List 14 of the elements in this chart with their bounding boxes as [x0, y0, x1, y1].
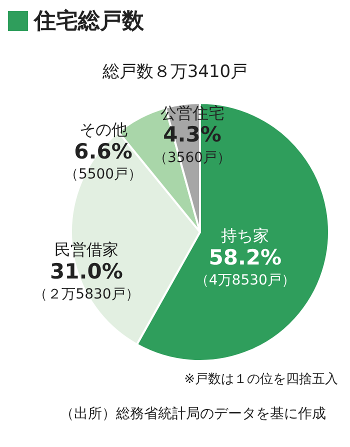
text: （出所）総務省統計局のデータを基に作成: [60, 405, 327, 424]
slice-label: 民営借家: [54, 240, 118, 260]
slice-label: その他: [79, 120, 128, 140]
text: ※戸数は１の位を四捨五入: [184, 371, 338, 388]
chart-title: 住宅総戸数: [34, 8, 144, 36]
text: （5500戸）: [64, 166, 142, 183]
text: （4万8530戸）: [194, 272, 296, 288]
data-label: 58.2%: [208, 245, 282, 270]
slice-label: 持ち家: [221, 226, 270, 245]
slice-label: 公営住宅: [160, 103, 224, 122]
chart-subtitle: 総戸数８万3410戸: [101, 61, 249, 83]
data-label: 6.6%: [74, 139, 132, 164]
data-label: 31.0%: [50, 259, 123, 284]
text: （２万5830戸）: [34, 286, 140, 303]
